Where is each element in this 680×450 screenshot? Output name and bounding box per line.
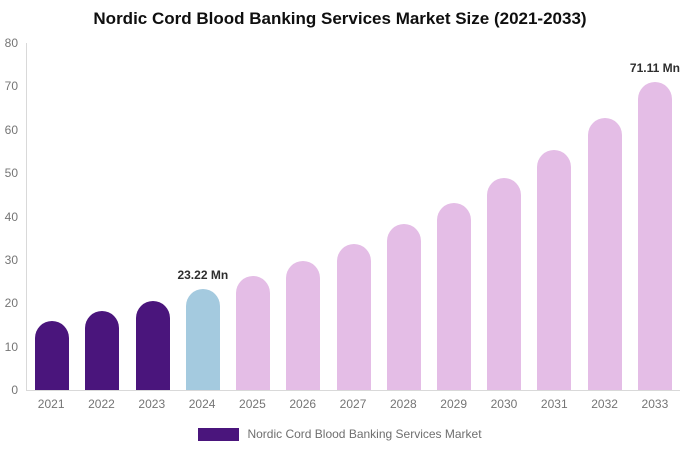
plot-area: 23.22 Mn 71.11 Mn [26,43,680,391]
bar-slot-2023 [127,43,177,390]
legend-swatch [198,427,240,441]
legend: Nordic Cord Blood Banking Services Marke… [0,427,680,441]
x-axis: 2021 2022 2023 2024 2025 2026 2027 2028 2029 2030… [26,397,680,411]
bar-2029 [436,202,471,390]
x-tick-label: 2025 [239,397,266,411]
x-tick-label: 2030 [490,397,518,411]
x-tick-label: 2023 [138,397,166,411]
bar-2026 [286,260,321,390]
legend-label: Nordic Cord Blood Banking Services Marke… [247,427,482,441]
bar-value-label: 71.11 Mn [629,60,680,75]
bar-2031 [537,149,572,390]
chart-title: Nordic Cord Blood Banking Services Marke… [93,9,587,28]
x-tick-label: 2024 [188,397,216,411]
bar-slot-2031 [529,43,579,390]
bar-2021 [35,320,70,390]
bar-slot-2030 [479,43,529,390]
bar-2033 [637,81,672,390]
y-tick-label: 80 [4,36,18,50]
y-tick-label: 40 [4,209,18,224]
bar-slot-2033: 71.11 Mn [630,43,680,390]
y-tick-label: 70 [4,79,18,94]
bar-slot-2032 [580,43,630,390]
x-tick-label: 2032 [591,397,618,411]
bar-2028 [386,224,421,390]
y-tick-label: 30 [4,252,18,267]
bar-2030 [487,177,522,390]
bar-slot-2022 [77,43,127,390]
bar-2023 [135,301,170,390]
bar-slot-2027 [328,43,378,390]
x-tick-label: 2026 [289,397,317,411]
bar-2032 [587,117,622,390]
bar-2024 [185,289,220,390]
y-tick-label: 60 [4,122,18,137]
x-tick-label: 2029 [440,397,467,411]
bar-2027 [336,243,371,390]
bar-slot-2026 [278,43,328,390]
x-tick-label: 2028 [389,397,417,411]
x-tick-label: 2033 [641,397,669,411]
y-tick-label: 0 [11,383,18,397]
y-tick-label: 10 [4,339,18,354]
bar-slot-2025 [228,43,278,390]
bar-value-label: 23.22 Mn [177,268,229,283]
x-tick-label: 2027 [339,397,367,411]
y-tick-label: 50 [4,166,18,181]
bar-slot-2029 [429,43,479,390]
bar-2022 [85,311,120,390]
x-tick-label: 2031 [540,397,568,411]
x-tick-label: 2022 [88,397,115,411]
bar-slot-2024: 23.22 Mn [177,43,229,390]
bar-slot-2021 [27,43,77,390]
x-tick-label: 2021 [37,397,65,411]
y-tick-label: 20 [4,296,18,311]
bar-2025 [236,275,271,390]
bar-slot-2028 [379,43,429,390]
y-axis: 0 10 20 30 40 50 60 70 80 [0,36,20,397]
